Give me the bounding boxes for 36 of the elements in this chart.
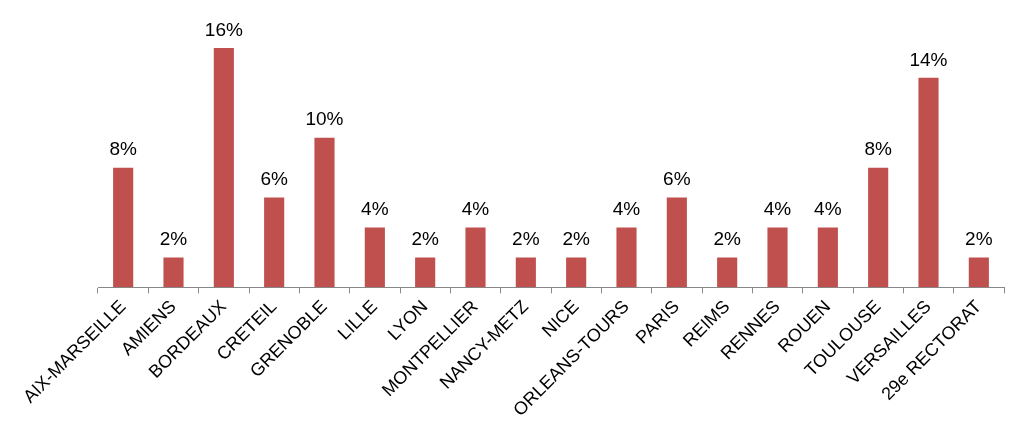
bar [465,227,486,288]
bar [264,197,285,288]
data-label: 2% [159,228,188,250]
bar [717,257,738,288]
data-label: 4% [763,198,792,220]
data-label: 4% [361,198,389,220]
bar [918,77,939,288]
bar [566,257,587,288]
data-label: 4% [461,198,490,220]
data-label: 2% [713,228,741,250]
data-label: 8% [109,138,137,160]
bar [314,137,335,288]
data-label: 8% [864,138,892,160]
bar [616,227,637,288]
bar [767,227,788,288]
data-label: 14% [909,48,948,70]
bar [163,257,184,288]
data-label: 4% [814,198,842,220]
bar [515,257,536,288]
data-label: 4% [612,198,641,220]
bar [666,197,687,288]
bar [364,227,385,288]
bar [868,167,889,288]
bar [817,227,838,288]
bar [113,167,134,288]
data-label: 2% [512,228,540,250]
bar [213,47,234,288]
bar [968,257,989,288]
data-label: 2% [562,228,590,250]
data-label: 6% [663,168,691,190]
data-label: 2% [411,228,439,250]
data-label: 2% [965,228,993,250]
data-label: 10% [305,108,344,130]
data-label: 16% [204,18,243,40]
bar [415,257,436,288]
data-label: 6% [260,168,288,190]
